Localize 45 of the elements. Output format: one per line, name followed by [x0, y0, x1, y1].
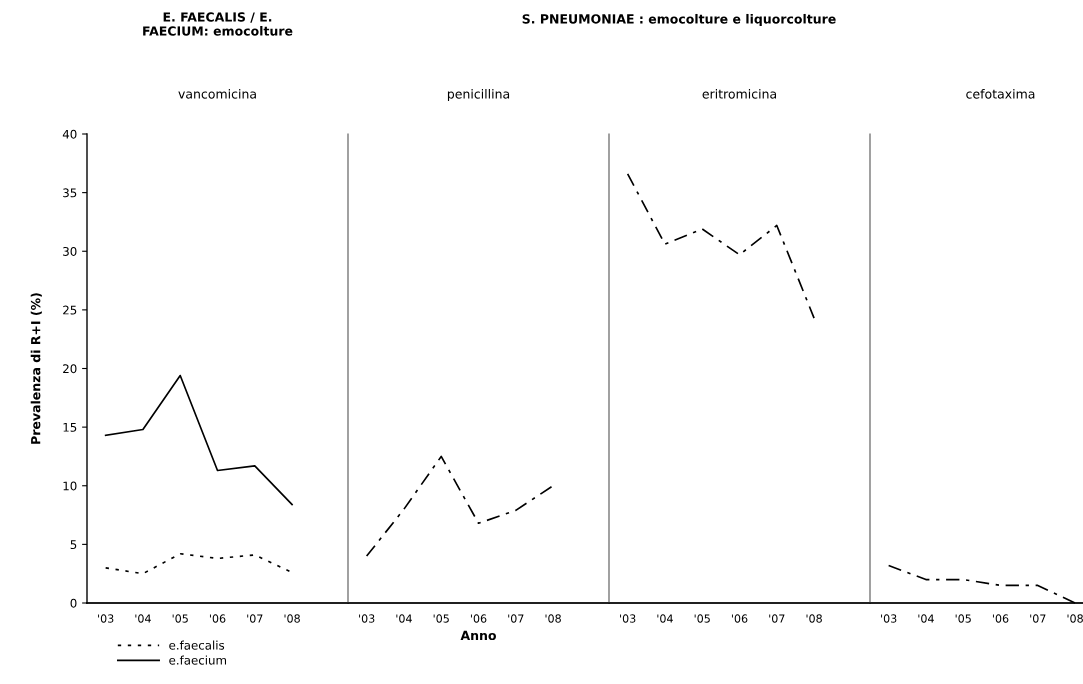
x-tick-label: '06	[992, 614, 1009, 623]
x-tick-label: '08	[545, 614, 561, 623]
y-tick-label: 35	[63, 188, 77, 198]
line-series	[104, 374, 293, 506]
x-tick-label: '08	[806, 614, 822, 623]
x-tick-label: '05	[433, 614, 449, 623]
x-tick-label: '08	[1067, 614, 1083, 623]
y-tick-label: 20	[63, 364, 77, 374]
x-tick-label: '05	[694, 614, 710, 623]
x-axis-title: Anno	[460, 630, 496, 641]
chart-subtitle: eritromicina	[702, 88, 777, 99]
y-tick-label: 0	[70, 598, 77, 608]
y-tick-label: 10	[63, 481, 77, 491]
chart-subtitle: penicillina	[447, 88, 510, 102]
x-tick-label: '08	[284, 614, 300, 623]
y-tick-label: 25	[63, 305, 77, 315]
x-tick-label: '03	[620, 614, 636, 623]
chart-subtitle: vancomicina	[178, 88, 256, 99]
x-tick-label: '03	[359, 614, 375, 623]
legend-label: e.faecium	[169, 655, 227, 665]
x-tick-label: '06	[209, 614, 226, 623]
y-tick-label: 5	[70, 540, 77, 550]
chart-title: E. FAECALIS / E. FAECIUM: emocolture	[143, 12, 293, 36]
x-tick-label: '06	[470, 614, 487, 623]
x-tick-label: '05	[955, 614, 971, 623]
x-tick-label: '04	[918, 614, 934, 623]
x-tick-label: '04	[657, 614, 673, 623]
chart-subtitle: cefotaxima	[966, 88, 1035, 99]
x-tick-label: '03	[881, 614, 897, 623]
y-tick-label: 15	[63, 423, 77, 432]
x-tick-label: '07	[769, 614, 785, 623]
x-tick-label: '07	[508, 614, 524, 623]
y-axis-title: Prevalenza di R+I (%)	[30, 293, 42, 444]
x-tick-label: '03	[98, 614, 114, 623]
x-tick-label: '07	[1030, 614, 1046, 623]
x-tick-label: '04	[135, 614, 151, 623]
legend-label: e.faecalis	[169, 640, 225, 650]
x-tick-label: '05	[172, 614, 188, 623]
x-tick-label: '06	[731, 614, 748, 623]
chart-title: S. PNEUMONIAE : emocolture e liquorcolture	[522, 13, 836, 27]
y-tick-label: 30	[63, 246, 77, 256]
y-tick-label: 40	[62, 129, 77, 139]
x-tick-label: '07	[247, 614, 263, 623]
line-series	[104, 552, 293, 575]
x-tick-label: '04	[396, 614, 412, 623]
